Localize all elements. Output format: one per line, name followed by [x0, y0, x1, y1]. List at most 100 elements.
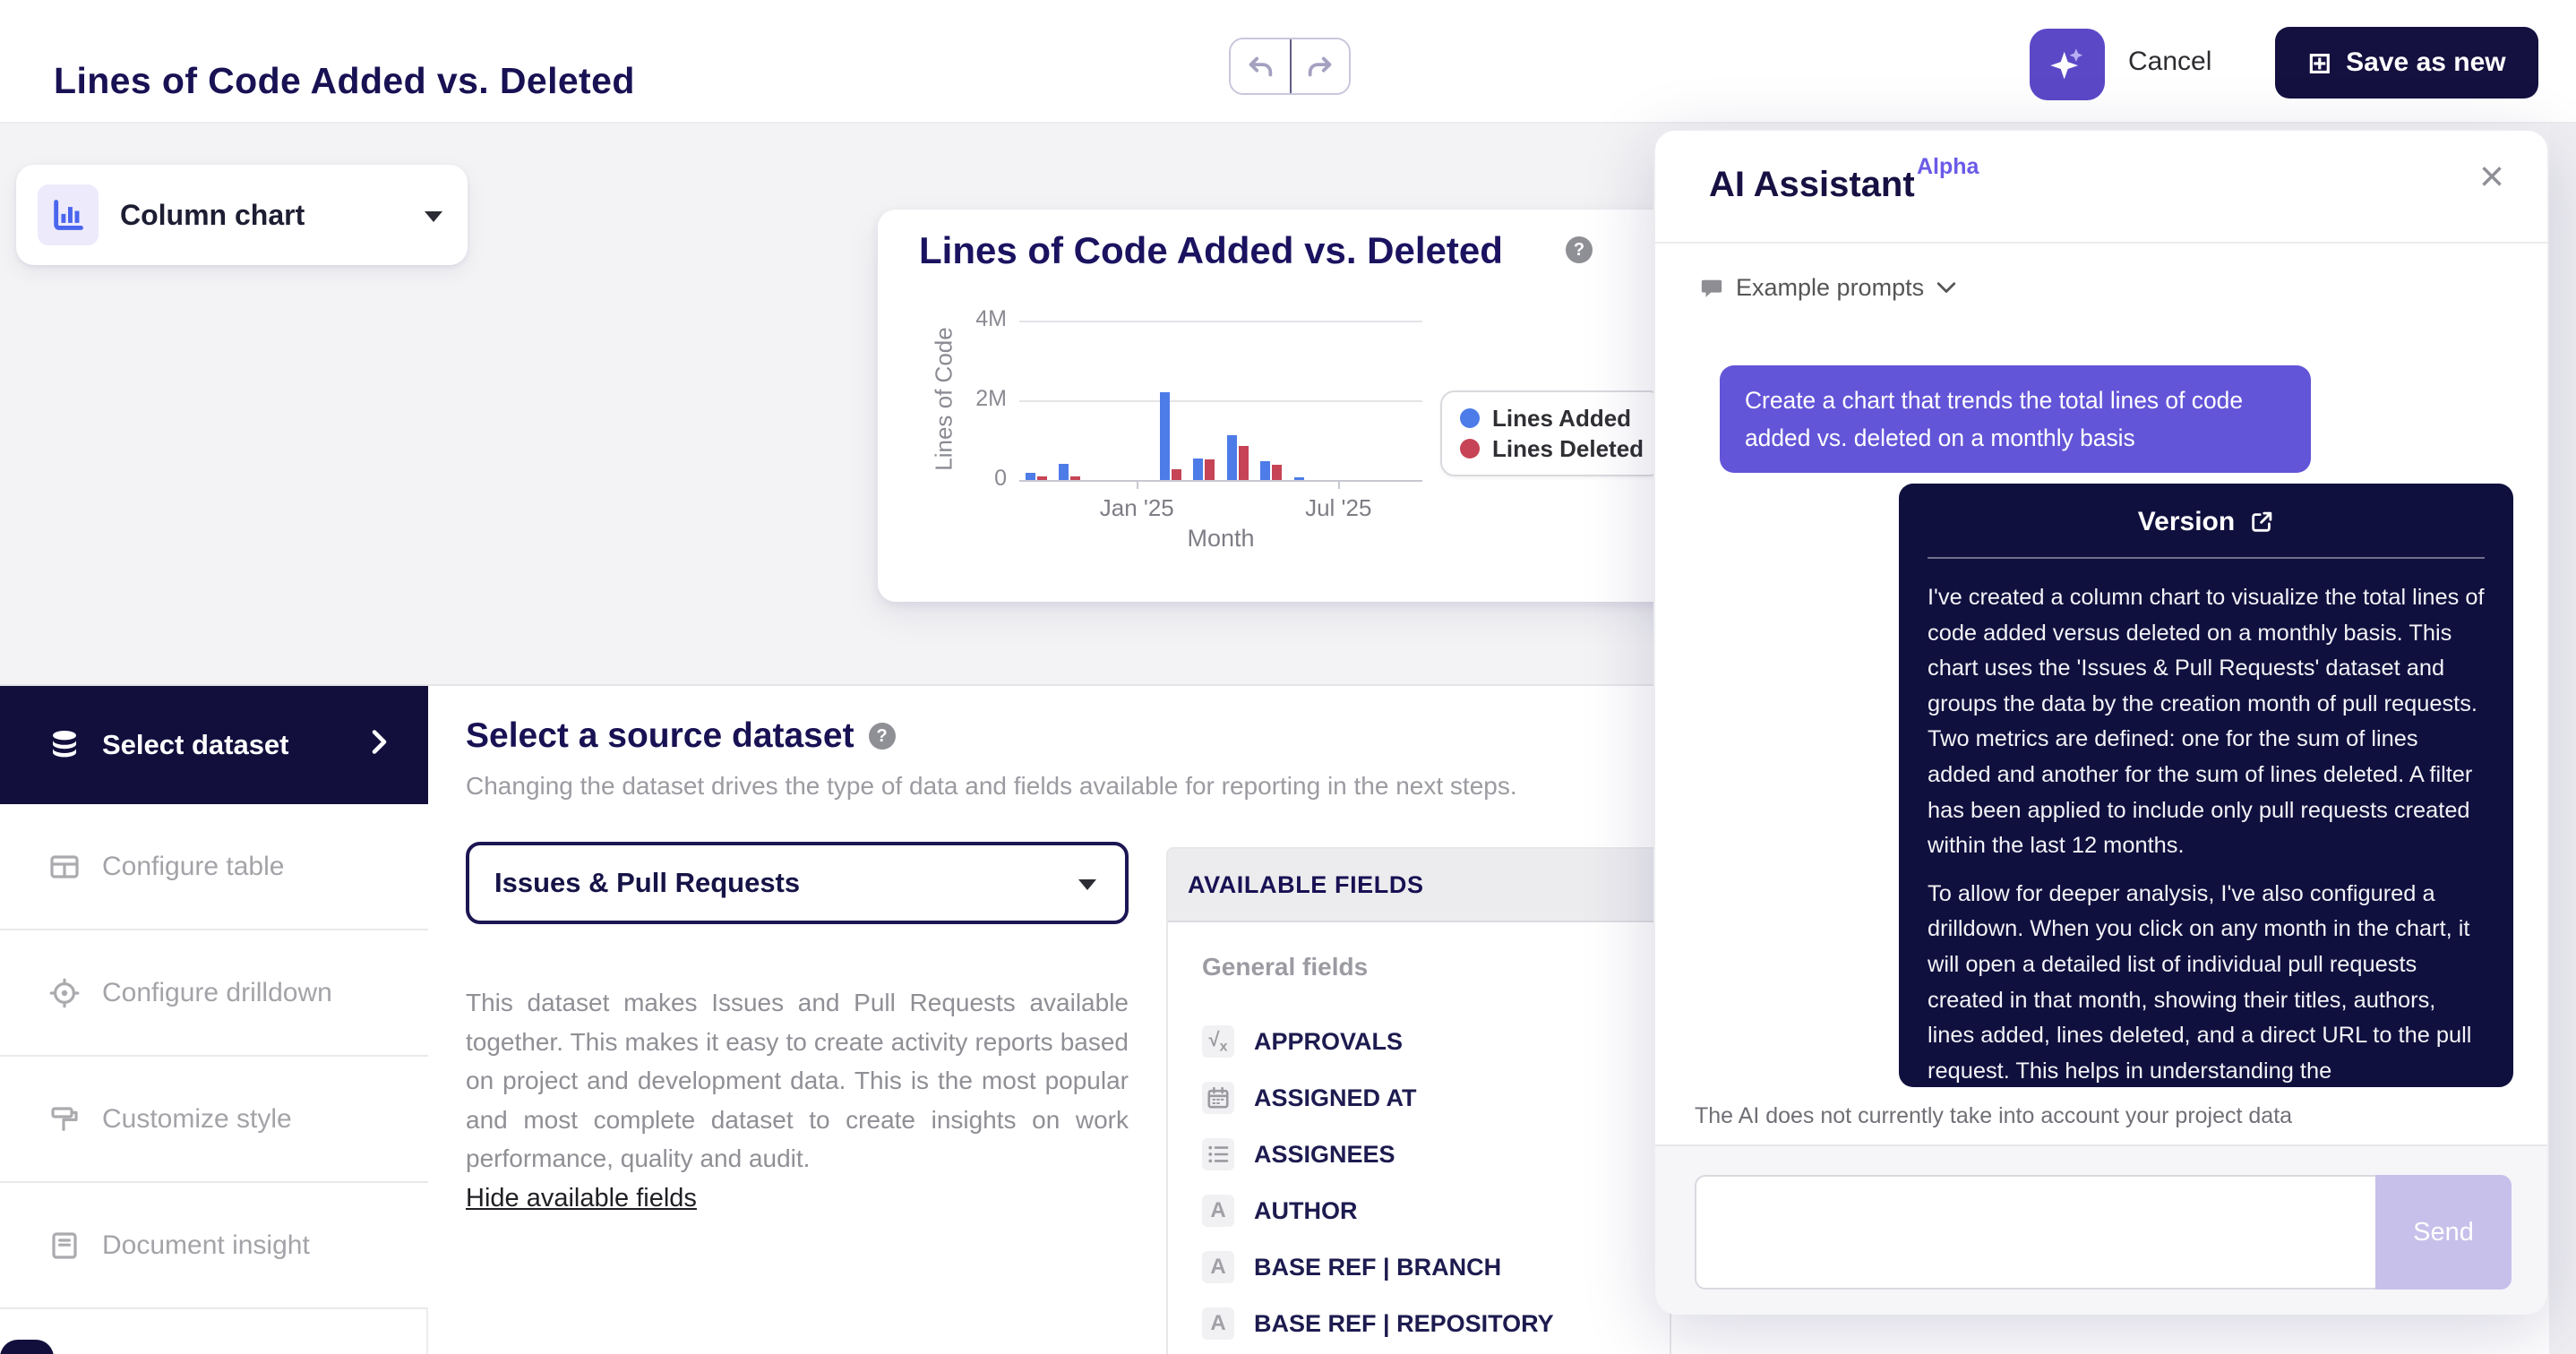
x-tick-mark	[1137, 480, 1139, 489]
field-label: BASE REF | BRANCH	[1254, 1253, 1502, 1281]
send-button[interactable]: Send	[2375, 1175, 2512, 1290]
chart-bar-deleted-Nov24[interactable]	[1070, 476, 1081, 480]
legend-swatch	[1460, 408, 1480, 428]
page-scrollbar-gutter[interactable]	[2549, 124, 2576, 1354]
chevron-down-icon	[1078, 879, 1096, 890]
field-row-author[interactable]: A AUTHOR	[1168, 1183, 1670, 1238]
legend-item-lines-added[interactable]: Lines Added	[1460, 403, 1644, 433]
x-tick-label: Jan '25	[1099, 494, 1174, 521]
table-icon	[48, 851, 81, 883]
ai-assistant-panel: AI Assistant Alpha × Example prompts Cre…	[1653, 129, 2549, 1315]
ai-assistant-toggle-button[interactable]	[2030, 29, 2105, 100]
chart-bar-deleted-Apr25[interactable]	[1238, 446, 1249, 480]
field-row-assigned-at[interactable]: ASSIGNED AT	[1168, 1070, 1670, 1126]
field-label: APPROVALS	[1254, 1027, 1404, 1055]
field-row-approvals[interactable]: √x APPROVALS	[1168, 1014, 1670, 1069]
redo-icon	[1308, 56, 1332, 77]
gridline	[1019, 400, 1422, 402]
chart-bar-deleted-Mar25[interactable]	[1205, 459, 1215, 480]
ai-panel-header: AI Assistant Alpha ×	[1655, 131, 2547, 244]
x-tick-label: Jul '25	[1305, 494, 1372, 521]
chart-plot-area	[1019, 321, 1422, 489]
sidebar-item-label: Document insight	[102, 1230, 310, 1260]
external-link-icon[interactable]	[2249, 510, 2274, 535]
speech-bubble-icon	[1701, 279, 1722, 297]
chart-legend: Lines Added Lines Deleted	[1440, 390, 1664, 476]
gridline	[1019, 480, 1422, 482]
save-as-new-button[interactable]: ⊞ Save as new	[2275, 27, 2538, 99]
example-prompts-toggle[interactable]: Example prompts	[1700, 274, 1956, 302]
ai-panel-title: AI Assistant	[1709, 165, 1915, 204]
paint-roller-icon	[48, 1103, 81, 1135]
sidebar-item-select-dataset[interactable]: Select dataset	[0, 686, 428, 804]
hide-available-fields-link[interactable]: Hide available fields	[466, 1184, 697, 1213]
field-row-base-ref-repository[interactable]: A BASE REF | REPOSITORY	[1168, 1296, 1670, 1351]
available-fields-header: AVAILABLE FIELDS	[1168, 849, 1670, 922]
close-icon[interactable]: ×	[2478, 153, 2504, 201]
cancel-button[interactable]: Cancel	[2128, 47, 2212, 76]
dataset-description: This dataset makes Issues and Pull Reque…	[466, 989, 1129, 1173]
sidebar-item-document-insight[interactable]: Document insight	[0, 1183, 428, 1309]
top-header: Lines of Code Added vs. Deleted Cancel ⊞…	[0, 0, 2576, 124]
chart-type-selector[interactable]: Column chart	[16, 165, 468, 265]
section-subtitle: Changing the dataset drives the type of …	[466, 772, 1517, 800]
field-row-assignees[interactable]: ASSIGNEES	[1168, 1127, 1670, 1182]
available-fields-panel: AVAILABLE FIELDS General fields √x APPROV…	[1166, 847, 1671, 1354]
legend-item-lines-deleted[interactable]: Lines Deleted	[1460, 433, 1644, 464]
section-heading: Select a source dataset ?	[466, 716, 896, 756]
chart-bar-added-May25[interactable]	[1260, 460, 1271, 480]
dataset-select[interactable]: Issues & Pull Requests	[466, 842, 1129, 924]
chart-bar-deleted-Feb25[interactable]	[1171, 468, 1181, 480]
undo-redo-group	[1229, 38, 1351, 95]
database-icon	[48, 729, 81, 761]
version-card-divider	[1928, 557, 2485, 559]
sidebar-item-label: Configure table	[102, 851, 285, 881]
text-icon: A	[1202, 1195, 1234, 1227]
field-row-base-ref-branch[interactable]: A BASE REF | BRANCH	[1168, 1239, 1670, 1295]
field-label: ASSIGNED AT	[1254, 1084, 1417, 1111]
user-prompt-bubble: Create a chart that trends the total lin…	[1720, 365, 2311, 473]
sidebar-item-configure-drilldown[interactable]: Configure drilldown	[0, 930, 428, 1057]
undo-button[interactable]	[1231, 39, 1290, 93]
chart-bar-added-Mar25[interactable]	[1193, 458, 1204, 480]
formula-icon: √x	[1202, 1025, 1234, 1058]
chart-bar-added-Feb25[interactable]	[1159, 392, 1170, 480]
chart-bar-deleted-Oct24[interactable]	[1036, 476, 1047, 480]
chart-bar-added-Apr25[interactable]	[1226, 434, 1237, 480]
next-step-peek	[0, 1340, 54, 1354]
ai-footer: Send	[1655, 1144, 2547, 1315]
chart-help-icon[interactable]: ?	[1566, 236, 1593, 263]
version-title: Version	[2137, 507, 2236, 536]
chart-bar-added-Jun25[interactable]	[1293, 477, 1304, 480]
redo-button[interactable]	[1290, 39, 1349, 93]
sidebar-item-label: Select dataset	[102, 729, 289, 760]
sidebar-item-label: Customize style	[102, 1103, 292, 1134]
ai-input[interactable]	[1695, 1175, 2375, 1290]
fields-group-label: General fields	[1202, 953, 1369, 981]
page-title: Lines of Code Added vs. Deleted	[54, 60, 635, 102]
ai-sparkle-icon	[2050, 48, 2083, 80]
chart-x-axis-label: Month	[1187, 525, 1255, 552]
chevron-down-icon	[1936, 281, 1956, 293]
book-icon	[48, 1230, 81, 1262]
chevron-down-icon	[425, 211, 442, 222]
example-prompts-label: Example prompts	[1736, 274, 1925, 301]
chart-bar-added-Nov24[interactable]	[1059, 464, 1069, 480]
legend-label: Lines Added	[1492, 404, 1632, 432]
section-help-icon[interactable]: ?	[868, 723, 896, 750]
steps-sidebar: Select dataset Configure table Configure d…	[0, 686, 428, 1354]
legend-swatch	[1460, 439, 1480, 458]
x-tick-mark	[1338, 480, 1341, 489]
version-card-header: Version	[1899, 484, 2513, 537]
list-icon	[1202, 1138, 1234, 1170]
field-label: AUTHOR	[1254, 1196, 1358, 1224]
sidebar-item-configure-table[interactable]: Configure table	[0, 804, 428, 930]
section-title: Select a source dataset	[466, 716, 854, 755]
chart-bar-added-Oct24[interactable]	[1025, 472, 1035, 480]
chart-preview-card: Lines of Code Added vs. Deleted ? Lines …	[878, 210, 1702, 602]
version-card-paragraph: I've created a column chart to visualize…	[1928, 585, 2485, 859]
sidebar-item-customize-style[interactable]: Customize style	[0, 1057, 428, 1183]
gridline	[1019, 321, 1422, 322]
text-icon: A	[1202, 1251, 1234, 1283]
chart-bar-deleted-May25[interactable]	[1272, 465, 1283, 480]
